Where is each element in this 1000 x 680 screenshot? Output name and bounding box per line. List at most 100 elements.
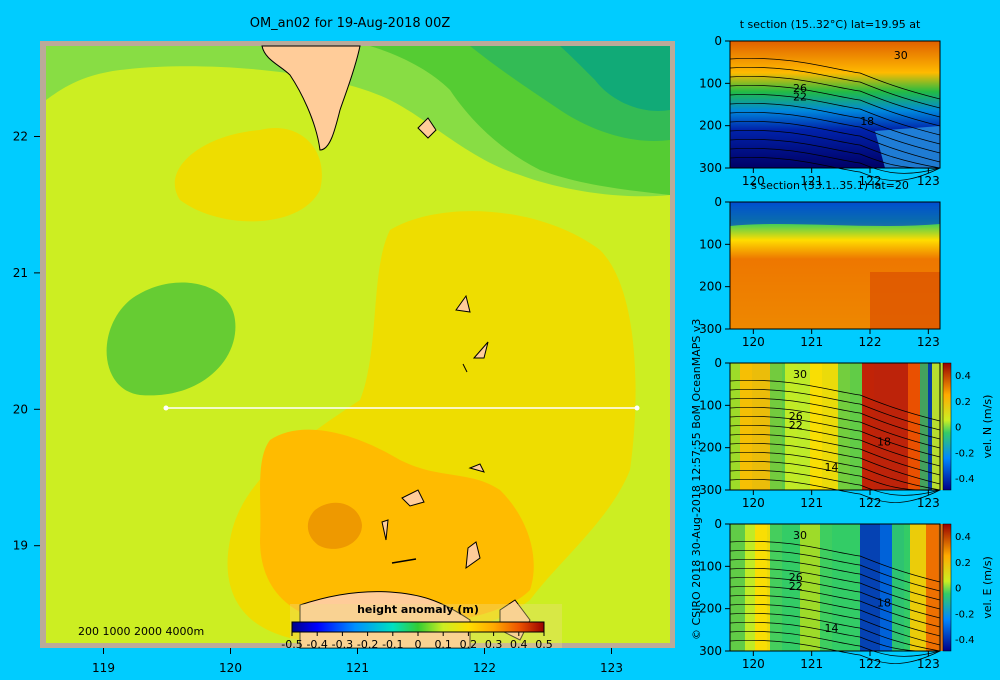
section-panel-2: s section (33.1..35.1) lat=20 0 100 200 300 1… bbox=[699, 179, 941, 349]
colorbar-tick-label: -0.5 bbox=[281, 638, 302, 651]
contour-line bbox=[729, 94, 941, 136]
velocity-colorbar-tick-label: -0.4 bbox=[955, 474, 975, 485]
contour-line bbox=[729, 112, 941, 154]
contour-line bbox=[729, 121, 941, 163]
panel-x-tick-label: 122 bbox=[859, 496, 882, 510]
panel-x-tick-label: 120 bbox=[742, 496, 765, 510]
panel-y-tick-label: 100 bbox=[699, 398, 722, 412]
map-x-tick-label: 120 bbox=[219, 661, 242, 675]
contour-label: 18 bbox=[877, 597, 891, 610]
panel-y-tick-label: 0 bbox=[714, 517, 722, 531]
panel-y-tick-label: 0 bbox=[714, 195, 722, 209]
velocity-colorbar-label: vel. E (m/s) bbox=[981, 556, 994, 619]
contour-line bbox=[729, 461, 941, 491]
map-y-tick-label: 22 bbox=[13, 129, 28, 143]
panel-frame bbox=[729, 362, 941, 491]
height-anomaly-field bbox=[46, 46, 670, 643]
contour-line bbox=[729, 380, 941, 422]
contour-line bbox=[729, 398, 941, 440]
panel-y-tick-label: 200 bbox=[699, 119, 722, 133]
contour-line bbox=[729, 407, 941, 449]
velocity-colorbar bbox=[942, 362, 952, 491]
map-y-axis: 22 21 20 19 bbox=[13, 129, 40, 553]
map-x-tick-label: 123 bbox=[600, 661, 623, 675]
contour-label: 14 bbox=[825, 622, 839, 635]
panel-y-tick-label: 0 bbox=[714, 356, 722, 370]
contour-line bbox=[729, 76, 941, 118]
colorbar-tick-label: 0.4 bbox=[510, 638, 528, 651]
contour-line bbox=[729, 416, 941, 458]
velocity-colorbar-tick-label: 0.4 bbox=[955, 532, 971, 543]
colorbar-tick-label: -0.1 bbox=[382, 638, 403, 651]
contour-line bbox=[729, 550, 941, 592]
contour-label: 26 bbox=[789, 571, 803, 584]
panel-y-tick-label: 200 bbox=[699, 441, 722, 455]
contour-line bbox=[729, 67, 941, 109]
velocity-colorbar-tick-label: 0.2 bbox=[955, 558, 971, 569]
velocity-colorbar-tick-label: -0.2 bbox=[955, 448, 975, 459]
panel-x-tick-label: 122 bbox=[859, 657, 882, 671]
colorbar-tick-label: -0.3 bbox=[332, 638, 353, 651]
velocity-colorbar-tick-label: -0.2 bbox=[955, 609, 975, 620]
panel-frame bbox=[729, 201, 941, 330]
velocity-colorbar-tick-label: 0 bbox=[955, 584, 961, 595]
panel-x-tick-label: 123 bbox=[917, 496, 940, 510]
panel-y-tick-label: 200 bbox=[699, 280, 722, 294]
contour-line bbox=[729, 604, 941, 646]
panel-x-tick-label: 121 bbox=[800, 496, 823, 510]
panel-title: t section (15..32°C) lat=19.95 at bbox=[740, 18, 921, 31]
contour-line bbox=[729, 541, 941, 583]
panel-y-tick-label: 300 bbox=[699, 644, 722, 658]
depth-legend: 200 1000 2000 4000m bbox=[78, 625, 204, 638]
contour-label: 22 bbox=[793, 91, 807, 104]
contour-line bbox=[729, 568, 941, 610]
panel-frame bbox=[729, 40, 941, 169]
map-y-tick-label: 20 bbox=[13, 402, 28, 416]
velocity-colorbar-label: vel. N (m/s) bbox=[981, 395, 994, 459]
panel-x-tick-label: 123 bbox=[917, 657, 940, 671]
contour-line bbox=[729, 443, 941, 485]
panel-x-tick-label: 122 bbox=[859, 335, 882, 349]
panel-x-tick-label: 121 bbox=[800, 335, 823, 349]
panel-y-tick-label: 300 bbox=[699, 483, 722, 497]
contour-line bbox=[729, 452, 941, 491]
contour-label: 18 bbox=[877, 436, 891, 449]
contour-line bbox=[729, 58, 941, 100]
panel-x-tick-label: 123 bbox=[917, 174, 940, 188]
map-y-tick-label: 19 bbox=[13, 539, 28, 553]
velocity-colorbar-tick-label: 0 bbox=[955, 423, 961, 434]
panel-title: s section (33.1..35.1) lat=20 bbox=[751, 179, 909, 192]
colorbar-tick-label: -0.2 bbox=[357, 638, 378, 651]
contour-line bbox=[729, 577, 941, 619]
velocity-colorbar-tick-label: 0.4 bbox=[955, 371, 971, 382]
contour-line bbox=[729, 434, 941, 476]
panel-x-tick-label: 122 bbox=[859, 174, 882, 188]
map-x-tick-label: 122 bbox=[473, 661, 496, 675]
map-title: OM_an02 for 19-Aug-2018 00Z bbox=[249, 16, 451, 31]
panel-x-tick-label: 121 bbox=[800, 657, 823, 671]
map-x-tick-label: 121 bbox=[346, 661, 369, 675]
map-x-axis: 119 120 121 122 123 bbox=[92, 648, 623, 675]
contour-line bbox=[729, 640, 941, 664]
panel-y-tick-label: 0 bbox=[714, 34, 722, 48]
panel-y-tick-label: 100 bbox=[699, 559, 722, 573]
contour-line bbox=[729, 631, 941, 657]
contour-line bbox=[729, 479, 941, 503]
contour-label: 30 bbox=[793, 368, 807, 381]
contour-label: 30 bbox=[894, 49, 908, 62]
height-anomaly-colorbar: height anomaly (m) -0.5 -0.4 -0.3 -0.2 -0.1 0… bbox=[281, 603, 562, 651]
panel-y-tick-label: 200 bbox=[699, 602, 722, 616]
map-x-tick-label: 119 bbox=[92, 661, 115, 675]
contour-line bbox=[729, 148, 941, 174]
colorbar-tick-label: 0.1 bbox=[434, 638, 452, 651]
velocity-colorbar bbox=[942, 523, 952, 652]
panel-y-tick-label: 100 bbox=[699, 237, 722, 251]
contour-label: 22 bbox=[789, 419, 803, 432]
section-panels: t section (15..32°C) lat=19.95 at 30 26 22 1… bbox=[699, 18, 994, 671]
colorbar-tick-label: 0.2 bbox=[460, 638, 478, 651]
contour-line bbox=[729, 389, 941, 431]
contour-line bbox=[729, 425, 941, 467]
velocity-colorbar-tick-label: -0.4 bbox=[955, 635, 975, 646]
